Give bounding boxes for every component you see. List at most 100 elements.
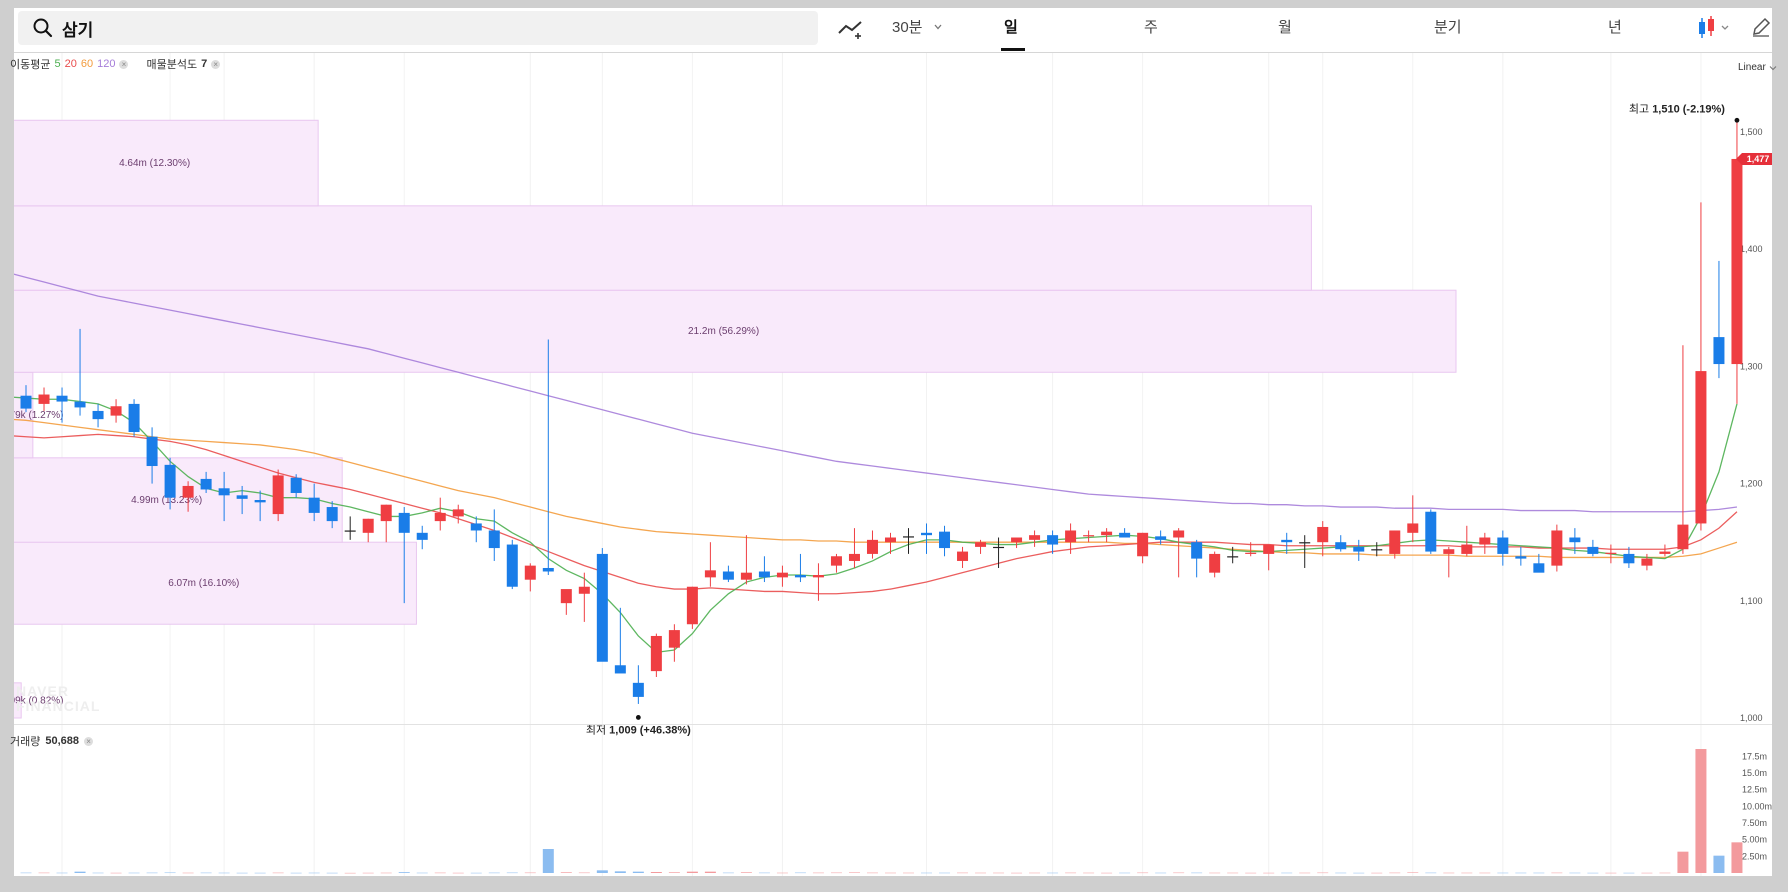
tab-month[interactable]: 월 (1278, 19, 1292, 36)
volume-bar[interactable] (614, 871, 626, 873)
volume-bar[interactable] (452, 872, 464, 874)
volume-bar[interactable] (668, 872, 680, 873)
candle-body[interactable] (650, 635, 662, 672)
volume-bar[interactable] (650, 872, 662, 873)
candle-body[interactable] (110, 406, 122, 416)
candle-body[interactable] (1083, 535, 1095, 537)
candle-body[interactable] (939, 531, 951, 549)
candle-body[interactable] (1695, 371, 1707, 524)
volume-bar[interactable] (1083, 872, 1095, 874)
volume-bar[interactable] (542, 849, 554, 873)
pane-divider[interactable] (14, 724, 1772, 725)
volume-bar[interactable] (740, 872, 752, 873)
ma-label[interactable]: 이동평균 (10, 59, 51, 71)
volume-bar[interactable] (1677, 851, 1689, 873)
volume-bar[interactable] (776, 872, 788, 874)
volume-bar[interactable] (1371, 872, 1383, 874)
candle-body[interactable] (1461, 544, 1473, 554)
volume-bar[interactable] (1533, 872, 1545, 874)
volume-bar[interactable] (578, 872, 590, 874)
candle-body[interactable] (362, 518, 374, 533)
candle-body[interactable] (975, 542, 987, 547)
volume-bar[interactable] (1299, 872, 1311, 874)
candle-body[interactable] (1065, 530, 1077, 543)
candle-body[interactable] (740, 572, 752, 580)
volume-bar[interactable] (1551, 872, 1563, 874)
close-icon[interactable]: × (84, 736, 94, 746)
candle-body[interactable] (1137, 532, 1149, 557)
candle-body[interactable] (794, 575, 806, 578)
candle-body[interactable] (1569, 537, 1581, 543)
volume-bar[interactable] (1587, 872, 1599, 874)
volume-bar[interactable] (362, 872, 374, 874)
tab-year[interactable]: 년 (1608, 19, 1622, 36)
candle-body[interactable] (434, 512, 446, 522)
volume-bar[interactable] (344, 872, 356, 874)
candle-body[interactable] (1713, 337, 1725, 365)
candle-body[interactable] (1263, 544, 1275, 554)
candle-body[interactable] (1515, 556, 1527, 559)
pencil-icon[interactable] (1750, 16, 1772, 38)
candle-body[interactable] (1623, 553, 1635, 564)
volume-bar[interactable] (524, 872, 536, 874)
volume-bar[interactable] (1479, 872, 1491, 874)
volume-bar[interactable] (326, 872, 338, 874)
candle-body[interactable] (1155, 536, 1167, 540)
volume-bar[interactable] (1227, 872, 1239, 874)
candle-body[interactable] (488, 530, 500, 549)
volume-bar[interactable] (416, 872, 428, 874)
volume-bar[interactable] (560, 872, 572, 873)
tab-week[interactable]: 주 (1144, 19, 1158, 36)
volume-bar[interactable] (1245, 872, 1257, 874)
volume-bar[interactable] (1605, 872, 1617, 874)
candle-body[interactable] (632, 682, 644, 697)
candle-body[interactable] (92, 410, 104, 420)
volume-bar[interactable] (254, 872, 266, 874)
volume-bar[interactable] (236, 872, 248, 874)
volume-bar[interactable] (1731, 842, 1743, 873)
candle-body[interactable] (236, 495, 248, 499)
volume-bar[interactable] (903, 872, 914, 874)
volume-bar[interactable] (1659, 872, 1671, 874)
volume-bar[interactable] (830, 872, 842, 874)
volume-bar[interactable] (380, 872, 392, 874)
volume-bar[interactable] (758, 872, 770, 874)
candle-body[interactable] (1335, 542, 1347, 550)
volume-bar[interactable] (1065, 872, 1077, 874)
volume-label[interactable]: 거래량 (10, 736, 41, 748)
volume-bar[interactable] (596, 870, 608, 873)
candle-body[interactable] (1659, 551, 1671, 554)
candle-body[interactable] (1227, 556, 1239, 558)
candle-body[interactable] (542, 567, 554, 572)
volume-bar[interactable] (38, 872, 50, 874)
candle-body[interactable] (290, 477, 302, 493)
volume-bar[interactable] (1317, 872, 1329, 874)
volume-bar[interactable] (1173, 872, 1185, 874)
candle-body[interactable] (218, 488, 230, 496)
candle-body[interactable] (1245, 552, 1257, 554)
volume-bar[interactable] (488, 872, 500, 874)
candle-body[interactable] (344, 530, 356, 532)
volume-bar[interactable] (1281, 872, 1293, 874)
candle-body[interactable] (957, 551, 969, 561)
tab-quarter[interactable]: 분기 (1434, 19, 1462, 36)
volume-bar[interactable] (1569, 872, 1581, 874)
volume-bar[interactable] (1353, 872, 1365, 874)
volume-bar[interactable] (1335, 872, 1347, 874)
volume-bar[interactable] (1515, 872, 1527, 874)
candle-body[interactable] (272, 475, 284, 515)
candle-body[interactable] (416, 532, 428, 540)
candle-body[interactable] (524, 565, 536, 580)
candle-body[interactable] (128, 403, 140, 433)
candle-body[interactable] (398, 512, 410, 533)
volume-bar[interactable] (957, 872, 969, 874)
candle-body[interactable] (1209, 553, 1221, 573)
volume-bar[interactable] (939, 872, 951, 874)
candle-body[interactable] (1173, 530, 1185, 538)
volume-profile-label[interactable]: 매물분석도 (146, 59, 198, 71)
candle-body[interactable] (614, 665, 626, 674)
candle-body[interactable] (1191, 542, 1203, 559)
candle-body[interactable] (56, 395, 68, 402)
candle-body[interactable] (776, 572, 788, 578)
